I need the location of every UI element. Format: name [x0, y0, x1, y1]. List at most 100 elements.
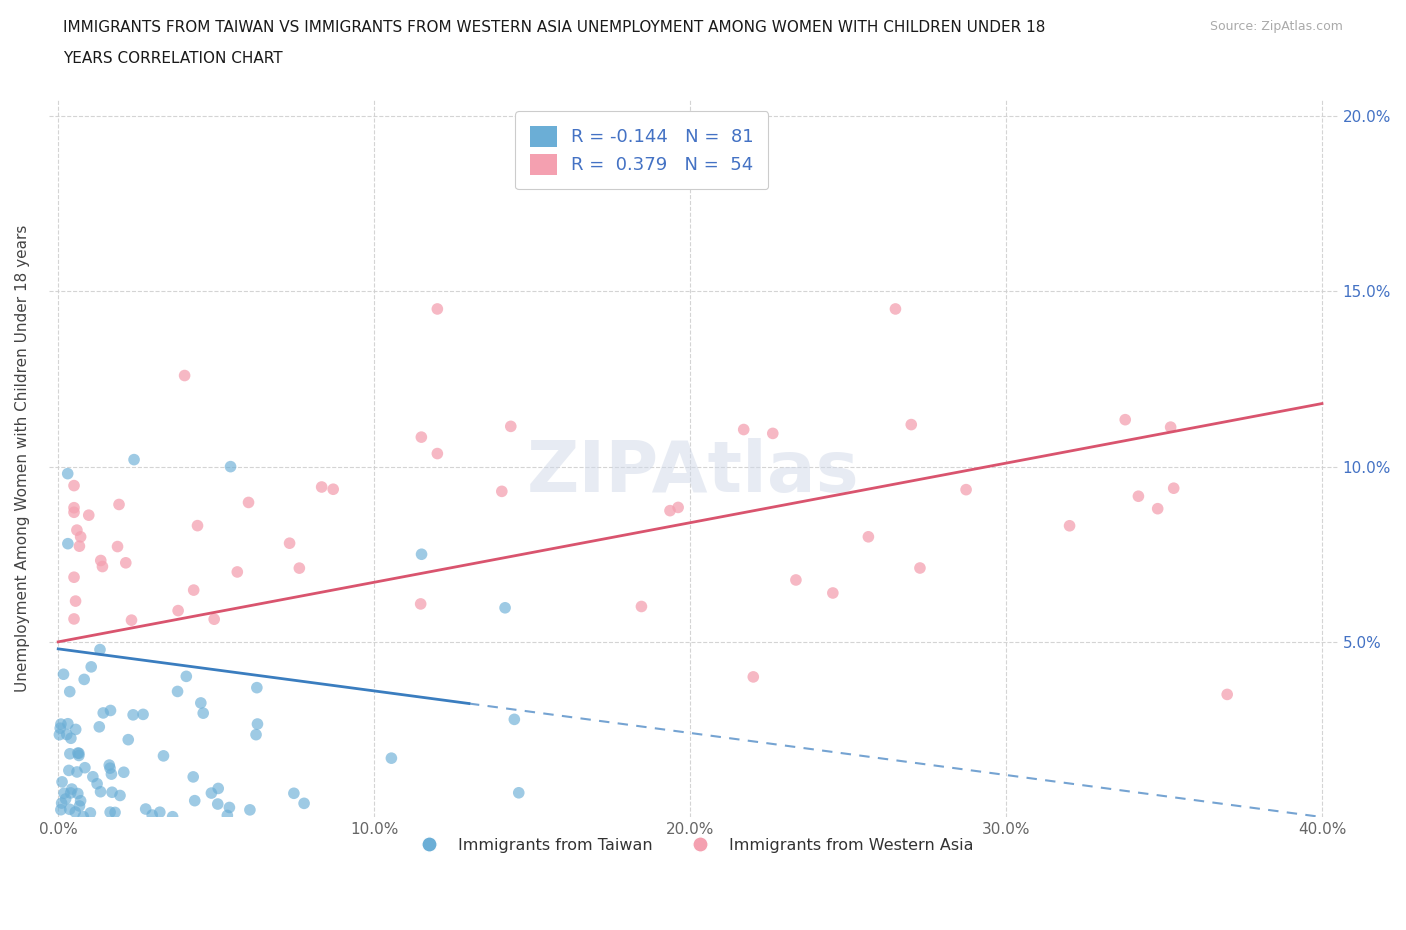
- Point: [121, 613, 143, 628]
- Point: [1114, 412, 1136, 427]
- Point: [60, 781, 83, 796]
- Point: [59, 746, 82, 761]
- Point: [499, 418, 522, 433]
- Point: [89, 720, 111, 735]
- Point: [491, 484, 513, 498]
- Point: [283, 786, 305, 801]
- Point: [426, 446, 449, 461]
- Point: [219, 459, 242, 474]
- Point: [73, 672, 96, 687]
- Point: [91, 706, 114, 721]
- Point: [955, 483, 977, 498]
- Point: [132, 707, 155, 722]
- Point: [98, 761, 121, 776]
- Point: [53, 786, 76, 801]
- Point: [1163, 481, 1185, 496]
- Point: [246, 680, 269, 695]
- Point: [69, 793, 91, 808]
- Point: [108, 788, 131, 803]
- Point: [226, 565, 249, 579]
- Point: [108, 497, 131, 512]
- Text: YEARS CORRELATION CHART: YEARS CORRELATION CHART: [63, 51, 283, 66]
- Point: [207, 797, 229, 812]
- Point: [176, 669, 198, 684]
- Point: [79, 805, 101, 820]
- Point: [72, 809, 94, 824]
- Point: [184, 793, 207, 808]
- Point: [114, 555, 136, 570]
- Point: [666, 500, 689, 515]
- Point: [65, 804, 87, 819]
- Point: [426, 301, 449, 316]
- Point: [733, 422, 755, 437]
- Text: ZIPAtlas: ZIPAtlas: [527, 438, 859, 507]
- Point: [63, 505, 86, 520]
- Point: [380, 751, 402, 765]
- Point: [122, 452, 145, 467]
- Legend: Immigrants from Taiwan, Immigrants from Western Asia: Immigrants from Taiwan, Immigrants from …: [406, 831, 980, 859]
- Point: [1146, 501, 1168, 516]
- Point: [217, 808, 239, 823]
- Point: [884, 301, 907, 316]
- Point: [48, 727, 70, 742]
- Point: [77, 508, 100, 523]
- Point: [288, 561, 311, 576]
- Point: [66, 523, 89, 538]
- Point: [80, 659, 103, 674]
- Point: [181, 769, 204, 784]
- Point: [600, 161, 623, 176]
- Point: [69, 799, 91, 814]
- Point: [51, 775, 73, 790]
- Point: [785, 573, 807, 588]
- Point: [183, 583, 205, 598]
- Point: [66, 764, 89, 779]
- Point: [494, 601, 516, 616]
- Point: [58, 763, 80, 777]
- Point: [141, 807, 163, 822]
- Point: [246, 717, 269, 732]
- Point: [162, 809, 184, 824]
- Point: [149, 804, 172, 819]
- Point: [98, 758, 121, 773]
- Point: [117, 732, 139, 747]
- Point: [59, 684, 82, 699]
- Point: [67, 538, 90, 553]
- Point: [59, 786, 82, 801]
- Point: [63, 478, 86, 493]
- Point: [104, 805, 127, 820]
- Point: [167, 604, 190, 618]
- Point: [908, 561, 931, 576]
- Point: [1059, 518, 1081, 533]
- Text: Source: ZipAtlas.com: Source: ZipAtlas.com: [1209, 20, 1343, 33]
- Point: [67, 746, 90, 761]
- Point: [503, 712, 526, 727]
- Point: [858, 529, 880, 544]
- Point: [193, 706, 215, 721]
- Point: [278, 536, 301, 551]
- Point: [66, 786, 89, 801]
- Text: IMMIGRANTS FROM TAIWAN VS IMMIGRANTS FROM WESTERN ASIA UNEMPLOYMENT AMONG WOMEN : IMMIGRANTS FROM TAIWAN VS IMMIGRANTS FRO…: [63, 20, 1046, 35]
- Point: [65, 722, 87, 737]
- Point: [90, 553, 112, 568]
- Point: [207, 781, 229, 796]
- Point: [82, 769, 104, 784]
- Point: [100, 766, 122, 781]
- Point: [56, 466, 79, 481]
- Point: [51, 796, 73, 811]
- Y-axis label: Unemployment Among Women with Children Under 18 years: Unemployment Among Women with Children U…: [15, 224, 30, 692]
- Point: [59, 731, 82, 746]
- Point: [152, 749, 174, 764]
- Point: [1128, 489, 1150, 504]
- Point: [190, 696, 212, 711]
- Point: [200, 786, 222, 801]
- Point: [112, 764, 135, 779]
- Point: [742, 670, 765, 684]
- Point: [89, 642, 111, 657]
- Point: [186, 518, 208, 533]
- Point: [55, 727, 77, 742]
- Point: [107, 539, 129, 554]
- Point: [90, 784, 112, 799]
- Point: [245, 727, 267, 742]
- Point: [900, 418, 922, 432]
- Point: [135, 802, 157, 817]
